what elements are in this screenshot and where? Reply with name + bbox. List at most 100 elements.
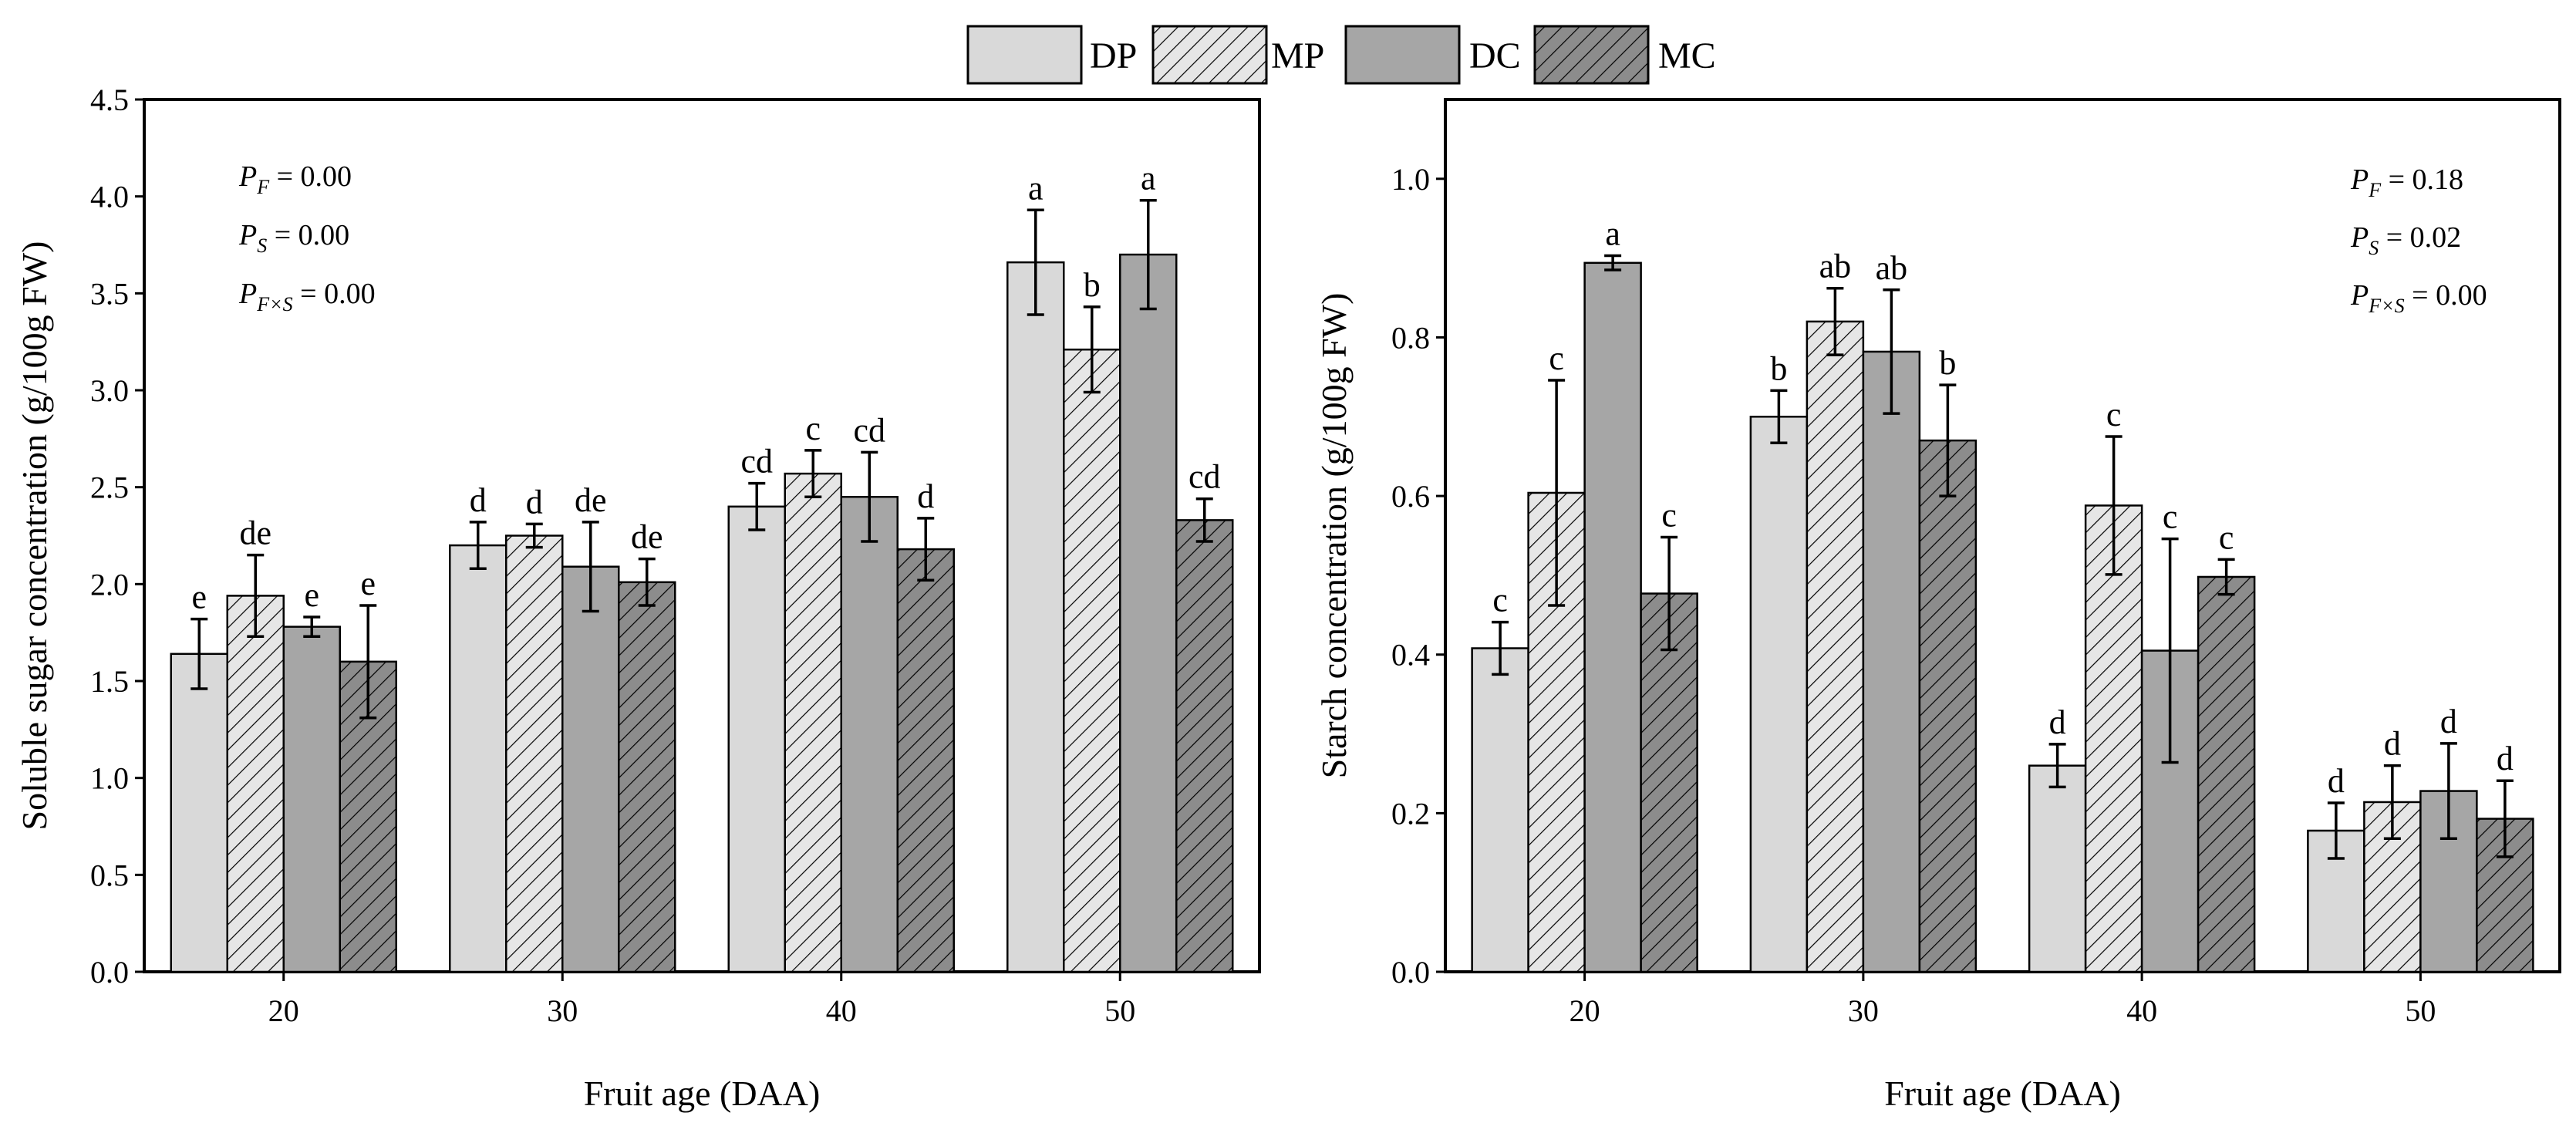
legend-label-mc: MC — [1658, 35, 1716, 76]
bar-dc-30 — [561, 565, 620, 973]
p-value-annotation: PF×S = 0.00 — [2350, 279, 2487, 317]
significance-label: d — [526, 483, 543, 521]
significance-label: e — [191, 578, 207, 616]
p-value-annotation: PF = 0.18 — [2350, 164, 2463, 201]
significance-label: cd — [1189, 458, 1221, 496]
p-value-annotation: PS = 0.00 — [238, 219, 349, 257]
significance-label: d — [2328, 762, 2345, 800]
significance-label: ab — [1876, 249, 1908, 287]
starch-chart: 0.0 0.2 0.4 0.6 0.8 1.0 20 c c a c 30 b ab ab b 40 d c c c 50… — [1314, 98, 2561, 1113]
p-value-annotation: PS = 0.02 — [2350, 221, 2461, 259]
bar-dc-30 — [1862, 350, 1921, 973]
bar-mp-30 — [1806, 320, 1865, 973]
y-tick-label: 1.0 — [1391, 162, 1430, 197]
legend-swatch-mc — [1533, 25, 1650, 85]
significance-label: cd — [853, 411, 885, 449]
bar-mp-40 — [784, 472, 842, 973]
significance-label: d — [470, 481, 487, 519]
x-axis-label: Fruit age (DAA) — [584, 1074, 821, 1113]
legend-label-dp: DP — [1090, 35, 1137, 76]
y-tick-label: 1.5 — [90, 664, 129, 699]
legend-label-dc: DC — [1469, 35, 1521, 76]
x-tick-label: 40 — [826, 993, 857, 1028]
significance-label: d — [2497, 740, 2514, 777]
bar-dp-50 — [1006, 261, 1065, 973]
y-tick-label: 2.0 — [90, 567, 129, 602]
y-tick-label: 0.5 — [90, 858, 129, 892]
y-tick-label: 0.4 — [1391, 638, 1430, 673]
significance-label: a — [1028, 169, 1044, 207]
x-tick-label: 30 — [1848, 993, 1879, 1028]
bar-mc-50 — [1175, 519, 1234, 973]
significance-label: d — [2384, 725, 2401, 763]
legend-swatch-dc — [1344, 25, 1461, 85]
y-tick-label: 3.0 — [90, 373, 129, 408]
bar-mc-40 — [896, 548, 955, 973]
significance-label: b — [1939, 344, 1956, 382]
bar-dc-50 — [1119, 253, 1178, 973]
significance-label: cd — [740, 443, 773, 481]
bar-mc-30 — [618, 581, 676, 973]
significance-label: e — [304, 576, 319, 614]
x-tick-label: 50 — [1104, 993, 1135, 1028]
significance-label: c — [2106, 396, 2122, 433]
significance-label: de — [631, 518, 663, 556]
significance-label: c — [2219, 518, 2234, 556]
y-tick-label: 3.5 — [90, 276, 129, 311]
significance-label: d — [2049, 703, 2066, 741]
y-tick-label: 0.2 — [1391, 796, 1430, 831]
bar-mc-40 — [2197, 575, 2256, 973]
significance-label: e — [360, 565, 376, 602]
y-axis-label: Starch concentration (g/100g FW) — [1314, 293, 1354, 779]
bar-dp-40 — [2028, 764, 2087, 973]
bar-dp-20 — [1471, 647, 1529, 973]
plot-frame — [1444, 98, 2561, 973]
significance-label: d — [917, 477, 934, 515]
y-tick-label: 0.6 — [1391, 479, 1430, 514]
bar-dp-30 — [1749, 416, 1809, 973]
y-tick-label: 0.0 — [90, 955, 129, 990]
legend-swatch-dp — [966, 25, 1083, 85]
y-tick-label: 4.0 — [90, 180, 129, 214]
bar-dc-20 — [282, 626, 341, 973]
bar-dp-30 — [449, 544, 507, 973]
bar-dp-40 — [727, 505, 786, 973]
x-tick-label: 20 — [268, 993, 299, 1028]
bar-dp-20 — [170, 652, 228, 973]
bar-mc-20 — [339, 660, 397, 973]
x-tick-label: 40 — [2126, 993, 2157, 1028]
legend: DP MP DC MC — [966, 25, 1716, 85]
bar-dc-40 — [840, 495, 899, 973]
p-value-annotation: PF = 0.00 — [238, 160, 352, 198]
bar-mc-30 — [1918, 439, 1978, 973]
significance-label: c — [1492, 582, 1508, 619]
significance-label: b — [1084, 266, 1101, 304]
p-value-annotation: PF×S = 0.00 — [238, 278, 376, 315]
bar-mp-20 — [226, 595, 285, 973]
legend-swatch-mp — [1151, 25, 1268, 85]
bar-mp-30 — [505, 534, 564, 973]
significance-label: a — [1141, 160, 1156, 197]
significance-label: de — [239, 514, 271, 552]
y-tick-label: 2.5 — [90, 470, 129, 505]
x-tick-label: 50 — [2405, 993, 2436, 1028]
significance-label: ab — [1819, 248, 1852, 285]
bar-mc-20 — [1640, 592, 1698, 973]
x-tick-label: 20 — [1570, 993, 1600, 1028]
significance-label: b — [1770, 349, 1787, 387]
bar-mp-50 — [1063, 348, 1121, 973]
x-tick-label: 30 — [547, 993, 578, 1028]
significance-label: d — [2440, 703, 2457, 740]
significance-label: a — [1605, 215, 1620, 253]
y-tick-label: 1.0 — [90, 761, 129, 796]
plot-frame — [143, 98, 1261, 973]
y-tick-label: 0.8 — [1391, 320, 1430, 355]
bar-mp-40 — [2084, 504, 2143, 973]
legend-label-mp: MP — [1271, 35, 1324, 76]
significance-label: de — [575, 481, 607, 519]
x-axis-label: Fruit age (DAA) — [1884, 1074, 2121, 1113]
significance-label: c — [1661, 497, 1677, 534]
significance-label: c — [2163, 498, 2178, 536]
